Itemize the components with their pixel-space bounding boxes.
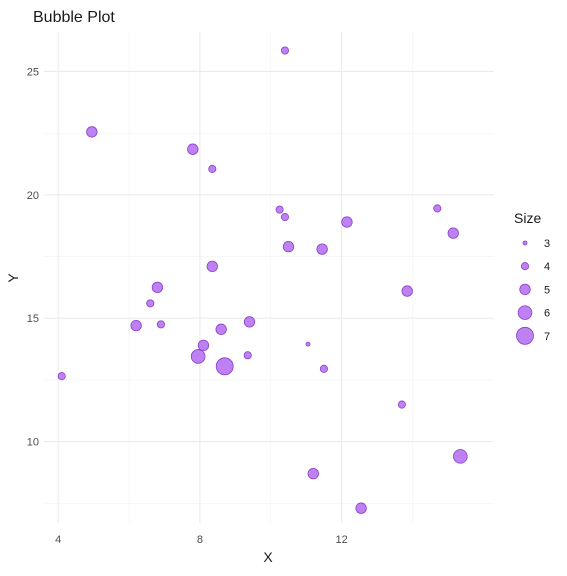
data-point-bubble [447, 227, 459, 239]
legend-key-bubble [516, 326, 534, 345]
legend-label: 4 [544, 261, 550, 273]
data-point-bubble [280, 46, 289, 55]
x-axis-label: X [263, 549, 273, 565]
y-tick-label: 10 [27, 437, 39, 449]
data-point-bubble [151, 281, 164, 294]
data-point-bubble [316, 243, 328, 255]
y-tick-label: 15 [27, 313, 39, 325]
legend-label: 7 [544, 331, 550, 343]
axes: 4 8 12 10 15 20 25 [27, 66, 348, 546]
x-tick-label: 4 [55, 534, 61, 546]
data-point-bubble [275, 205, 284, 214]
data-point-bubble [187, 143, 199, 155]
data-point-bubble [305, 341, 311, 347]
data-point-bubble [319, 364, 328, 373]
data-point-bubble [206, 260, 218, 273]
legend-label: 6 [544, 308, 550, 320]
data-point-bubble [215, 357, 234, 376]
legend-key-bubble [520, 262, 530, 271]
legend-key-bubble [522, 240, 528, 246]
data-point-bubble [307, 468, 319, 480]
data-point-bubble [355, 502, 367, 514]
data-point-bubble [146, 299, 155, 308]
data-point-bubble [86, 126, 98, 138]
data-point-bubble [397, 400, 406, 409]
legend-key-bubble [517, 305, 533, 320]
y-tick-label: 20 [27, 190, 39, 202]
data-point-bubble [243, 316, 256, 328]
data-point-bubble [208, 164, 217, 173]
data-point-bubble [156, 320, 165, 329]
x-tick-label: 8 [197, 534, 203, 546]
legend-key-bubble [519, 283, 531, 296]
legend-label: 3 [544, 238, 550, 250]
data-point-bubble [57, 372, 66, 381]
data-point-bubble [215, 323, 227, 335]
data-points [57, 46, 468, 514]
data-point-bubble [243, 351, 252, 360]
data-point-bubble [280, 213, 289, 222]
legend-label: 5 [544, 284, 550, 296]
data-point-bubble [341, 216, 353, 228]
chart-title: Bubble Plot [33, 9, 115, 26]
data-point-bubble [453, 449, 468, 464]
data-point-bubble [401, 285, 413, 297]
data-point-bubble [433, 204, 442, 213]
gridlines [44, 32, 494, 523]
legend-title: Size [514, 210, 541, 226]
y-tick-label: 25 [27, 66, 39, 78]
data-point-bubble [190, 349, 206, 364]
y-axis-label: Y [5, 273, 21, 283]
legend: Size 3 4 5 6 7 [514, 210, 550, 345]
data-point-bubble [130, 319, 142, 332]
x-tick-label: 12 [336, 534, 348, 546]
data-point-bubble [197, 339, 210, 352]
data-point-bubble [282, 241, 295, 253]
